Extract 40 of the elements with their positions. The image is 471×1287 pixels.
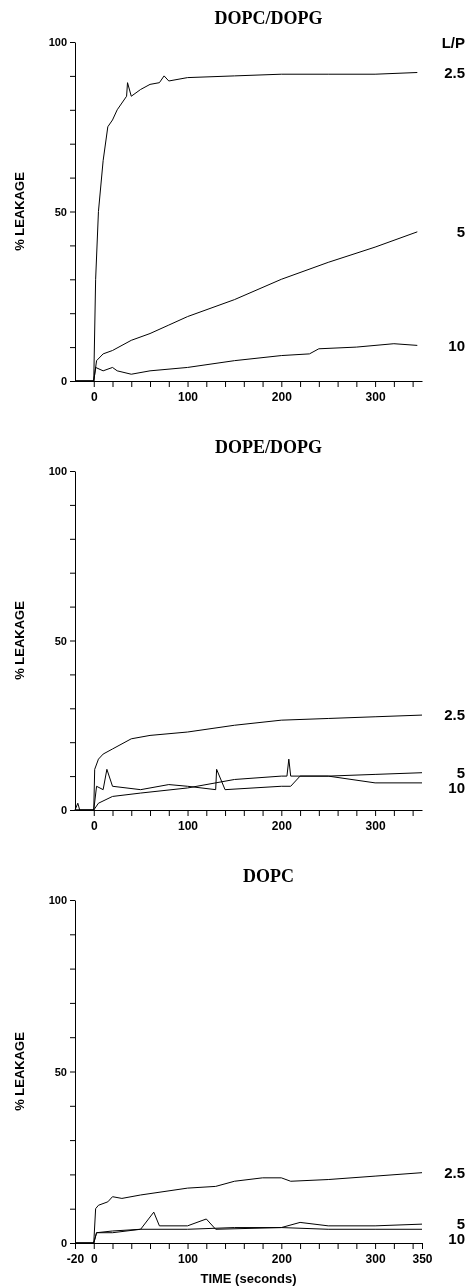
x-tick-label: 0: [90, 1251, 98, 1266]
x-tick-label: 100: [178, 1251, 199, 1266]
legend-title: L/P: [441, 34, 465, 51]
x-tick-label: 300: [365, 818, 386, 833]
x-tick-label: 300: [365, 389, 386, 404]
y-tick-label: 0: [60, 375, 67, 388]
chart-title: DOPC: [243, 866, 294, 886]
y-tick-label: 50: [54, 1065, 67, 1078]
x-tick-label: 0: [90, 389, 98, 404]
text: 5: [456, 1215, 465, 1233]
series-label: 2.5: [444, 63, 465, 81]
x-tick-label: 200: [271, 389, 293, 404]
text: 5: [456, 223, 465, 241]
y-axis-title: % LEAKAGE: [12, 171, 27, 251]
y-tick-label: 100: [48, 894, 67, 907]
text: 5: [456, 763, 465, 781]
text: 10: [448, 336, 465, 354]
y-tick-label: 100: [48, 465, 67, 478]
x-tick-label: 200: [271, 818, 293, 833]
series-label: 2.5: [444, 1163, 465, 1181]
x-axis-title: TIME (seconds): [200, 1271, 297, 1286]
y-axis-title: % LEAKAGE: [12, 1031, 27, 1111]
x-tick-label: -20: [66, 1251, 85, 1266]
x-tick-label: 300: [365, 1251, 386, 1266]
y-tick-label: 0: [60, 1237, 67, 1250]
series-label: 10: [448, 778, 465, 796]
y-axis-title: % LEAKAGE: [12, 600, 27, 680]
x-tick-label: 0: [90, 818, 98, 833]
y-tick-label: 50: [54, 634, 67, 647]
y-tick-label: 50: [54, 205, 67, 218]
x-tick-label: 200: [271, 1251, 293, 1266]
series-label: 10: [448, 1230, 465, 1248]
chart-title: DOPC/DOPG: [214, 8, 323, 28]
x-tick-label: 100: [178, 389, 199, 404]
x-tick-label: 350: [412, 1251, 433, 1266]
y-tick-label: 100: [48, 36, 67, 49]
series-label: 2.5: [444, 706, 465, 724]
y-tick-label: 0: [60, 804, 67, 817]
chart-title: DOPE/DOPG: [215, 437, 322, 457]
x-tick-label: 100: [178, 818, 199, 833]
